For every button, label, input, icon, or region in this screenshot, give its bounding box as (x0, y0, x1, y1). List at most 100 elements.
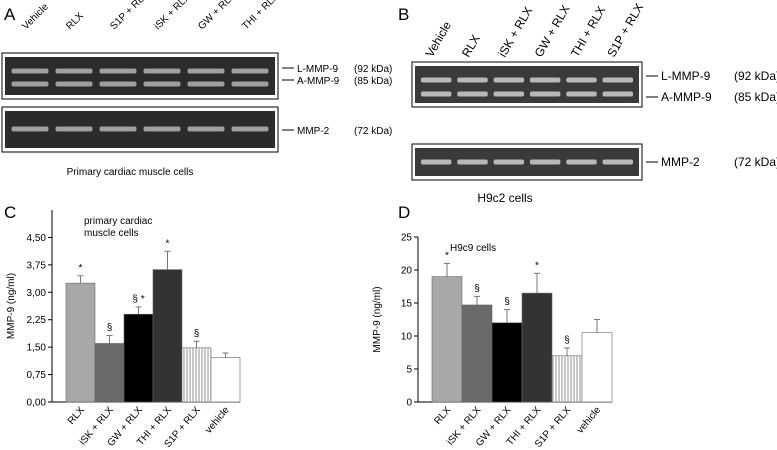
bar (152, 269, 183, 403)
y-axis-label: MMP-9 (ng/ml) (372, 286, 383, 352)
gel-band (99, 68, 137, 74)
gel-band (457, 159, 488, 165)
y-tick-label: 0,75 (27, 370, 47, 381)
gel-band (187, 68, 225, 74)
bar (491, 322, 523, 403)
gel-band (529, 77, 561, 83)
bar (210, 357, 241, 403)
y-tick-label: 2,25 (27, 315, 47, 326)
y-tick-label: 0,00 (27, 398, 47, 409)
gel-band (55, 68, 93, 74)
lane-label: Vehicle (423, 19, 455, 60)
y-tick-label: 0 (406, 398, 412, 409)
gel-band (602, 77, 634, 83)
significance-label: * (535, 260, 539, 271)
bar (65, 282, 96, 403)
gel-band (55, 81, 93, 87)
bar (521, 292, 553, 403)
y-tick-label: 10 (401, 332, 413, 343)
lane-label: RLX (459, 32, 483, 59)
bar (551, 355, 583, 403)
x-tick-label: vehicle (575, 405, 604, 436)
gel-caption: Primary cardiac muscle cells (67, 167, 194, 178)
band-size: (85 kDa) (354, 76, 392, 87)
significance-label: § (504, 297, 510, 308)
bar (461, 304, 493, 403)
significance-label: § (107, 322, 113, 333)
x-tick-label: vehicle (203, 405, 232, 436)
gel-band (529, 91, 561, 97)
significance-label: § * (132, 294, 144, 305)
gel-image (5, 111, 275, 148)
gel-band (99, 126, 137, 132)
gel-band (493, 91, 525, 97)
gel-band (11, 126, 49, 132)
band-size: (92 kDa) (734, 69, 777, 83)
gel-band (143, 126, 181, 132)
y-tick-label: 5 (406, 365, 412, 376)
panel-label: B (398, 5, 409, 24)
significance-label: * (445, 250, 449, 261)
gel-band (55, 126, 93, 132)
gel-band (143, 81, 181, 87)
band-size: (92 kDa) (354, 64, 392, 75)
significance-label: § (564, 335, 570, 346)
lane-label: GW + RLX (532, 3, 573, 60)
band-size: (85 kDa) (734, 90, 777, 104)
gel-band (566, 91, 597, 97)
band-size: (72 kDa) (354, 126, 392, 137)
band-label: MMP-2 (661, 155, 700, 169)
y-tick-label: 25 (401, 233, 413, 244)
y-tick-label: 20 (401, 266, 413, 277)
lane-label: S1P + RLX (604, 1, 646, 60)
chart-note: H9c9 cells (450, 243, 496, 254)
chart-note: muscle cells (84, 228, 138, 239)
band-label: A-MMP-9 (661, 90, 712, 104)
band-label: L-MMP-9 (297, 64, 339, 75)
gel-band (420, 159, 452, 165)
band-label: L-MMP-9 (661, 69, 711, 83)
lane-label: THI + RLX (568, 4, 608, 60)
y-tick-label: 3,00 (27, 288, 47, 299)
lane-label: THI + RLX (240, 0, 281, 32)
gel-band (420, 91, 452, 97)
gel-band (420, 77, 452, 83)
y-tick-label: 3,75 (27, 260, 47, 271)
panel-label: D (398, 203, 410, 222)
y-tick-label: 15 (401, 299, 413, 310)
gel-image (5, 57, 275, 95)
gel-band (187, 81, 225, 87)
gel-band (602, 91, 634, 97)
x-tick-label: RLX (66, 405, 87, 427)
band-label: A-MMP-9 (297, 76, 340, 87)
gel-band (187, 126, 225, 132)
gel-band (566, 77, 597, 83)
lane-label: iSK + RLX (495, 4, 535, 59)
gel-band (529, 159, 561, 165)
gel-band (231, 126, 269, 132)
bar (94, 343, 125, 403)
gel-band (493, 77, 525, 83)
bar (431, 276, 463, 403)
y-axis-label: MMP-9 (ng/ml) (6, 273, 17, 339)
gel-band (566, 159, 597, 165)
lane-label: iSK + RLX (152, 0, 193, 32)
significance-label: § (474, 283, 480, 294)
gel-band (602, 159, 634, 165)
significance-label: § (194, 328, 200, 339)
lane-label: GW + RLX (196, 0, 238, 32)
gel-band (99, 81, 137, 87)
lane-label: RLX (64, 10, 86, 32)
lane-label: S1P + RLX (108, 0, 151, 32)
gel-image (415, 66, 639, 103)
band-label: MMP-2 (297, 126, 330, 137)
significance-label: * (166, 238, 170, 249)
gel-band (11, 68, 49, 74)
gel-band (143, 68, 181, 74)
x-tick-label: RLX (432, 405, 453, 427)
bar (581, 332, 613, 403)
gel-band (231, 81, 269, 87)
gel-caption: H9c2 cells (477, 191, 532, 205)
significance-label: * (79, 263, 83, 274)
gel-band (231, 68, 269, 74)
